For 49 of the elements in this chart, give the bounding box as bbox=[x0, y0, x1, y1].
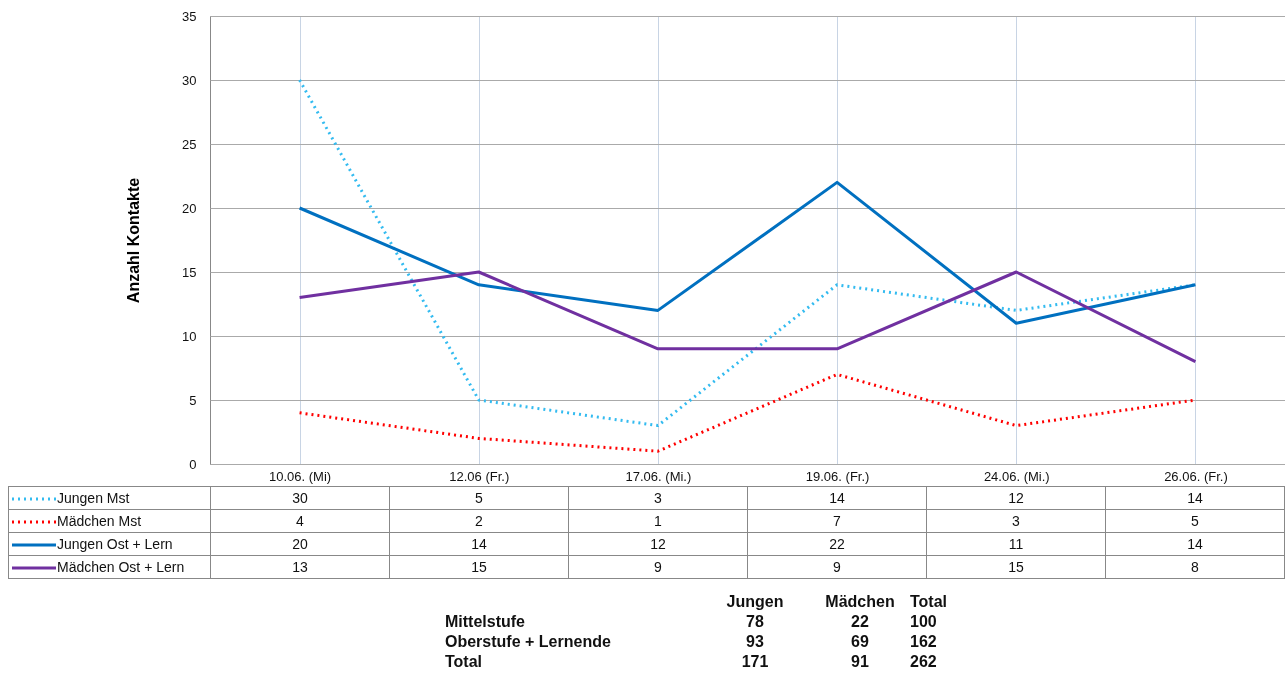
y-tick-label: 35 bbox=[182, 8, 197, 24]
legend-label: Jungen Ost + Lern bbox=[57, 536, 173, 552]
data-label: 12 bbox=[926, 486, 1106, 510]
x-tick-label: 26.06. (Fr.) bbox=[1164, 468, 1228, 484]
data-label: 14 bbox=[747, 486, 927, 510]
data-label: 20 bbox=[210, 532, 390, 556]
x-tick-label: 17.06. (Mi.) bbox=[625, 468, 692, 484]
y-tick-label: 20 bbox=[182, 200, 197, 216]
data-label: 14 bbox=[1105, 486, 1285, 510]
data-label: 9 bbox=[568, 555, 748, 579]
data-label: 22 bbox=[747, 532, 927, 556]
y-tick-label: 25 bbox=[182, 136, 197, 152]
x-tick-label: 10.06. (Mi) bbox=[269, 468, 332, 484]
text: Oberstufe + Lernende 93 69 162 bbox=[445, 633, 937, 650]
data-label: 1 bbox=[568, 509, 748, 533]
data-label: 9 bbox=[747, 555, 927, 579]
data-label: 11 bbox=[926, 532, 1106, 556]
y-tick-label: 30 bbox=[182, 72, 197, 88]
data-label: 5 bbox=[389, 486, 569, 510]
line-series bbox=[298, 270, 1197, 364]
line-series bbox=[298, 180, 1197, 325]
text: Mittelstufe 78 22 100 bbox=[445, 613, 937, 630]
y-tick-label: 5 bbox=[189, 392, 197, 408]
data-label: 7 bbox=[747, 509, 927, 533]
y-tick-label: 0 bbox=[189, 456, 197, 472]
data-label: 2 bbox=[389, 509, 569, 533]
data-label: 15 bbox=[389, 555, 569, 579]
legend-label: Jungen Mst bbox=[57, 490, 130, 506]
x-tick-label: 19.06. (Fr.) bbox=[805, 468, 870, 484]
data-label: 15 bbox=[926, 555, 1106, 579]
x-tick-label: 24.06. (Mi.) bbox=[983, 468, 1050, 484]
data-label: 30 bbox=[210, 486, 390, 510]
y-tick-label: 15 bbox=[182, 264, 197, 280]
y-tick-label: 10 bbox=[182, 328, 197, 344]
text: Total 171 91 262 bbox=[445, 653, 937, 670]
data-label: 14 bbox=[1105, 532, 1285, 556]
data-label: 3 bbox=[568, 486, 748, 510]
text: Jungen Mädchen Total bbox=[726, 593, 948, 610]
data-label: 12 bbox=[568, 532, 748, 556]
legend-label: Mädchen Ost + Lern bbox=[57, 559, 185, 575]
x-tick-label: 12.06 (Fr.) bbox=[449, 468, 510, 484]
data-label: 5 bbox=[1105, 509, 1285, 533]
data-label: 13 bbox=[210, 555, 390, 579]
data-label: 4 bbox=[210, 509, 390, 533]
data-label: 14 bbox=[389, 532, 569, 556]
y-axis-title: Anzahl Kontakte bbox=[125, 177, 143, 304]
data-label: 3 bbox=[926, 509, 1106, 533]
legend-label: Mädchen Mst bbox=[57, 513, 142, 529]
data-label: 8 bbox=[1105, 555, 1285, 579]
